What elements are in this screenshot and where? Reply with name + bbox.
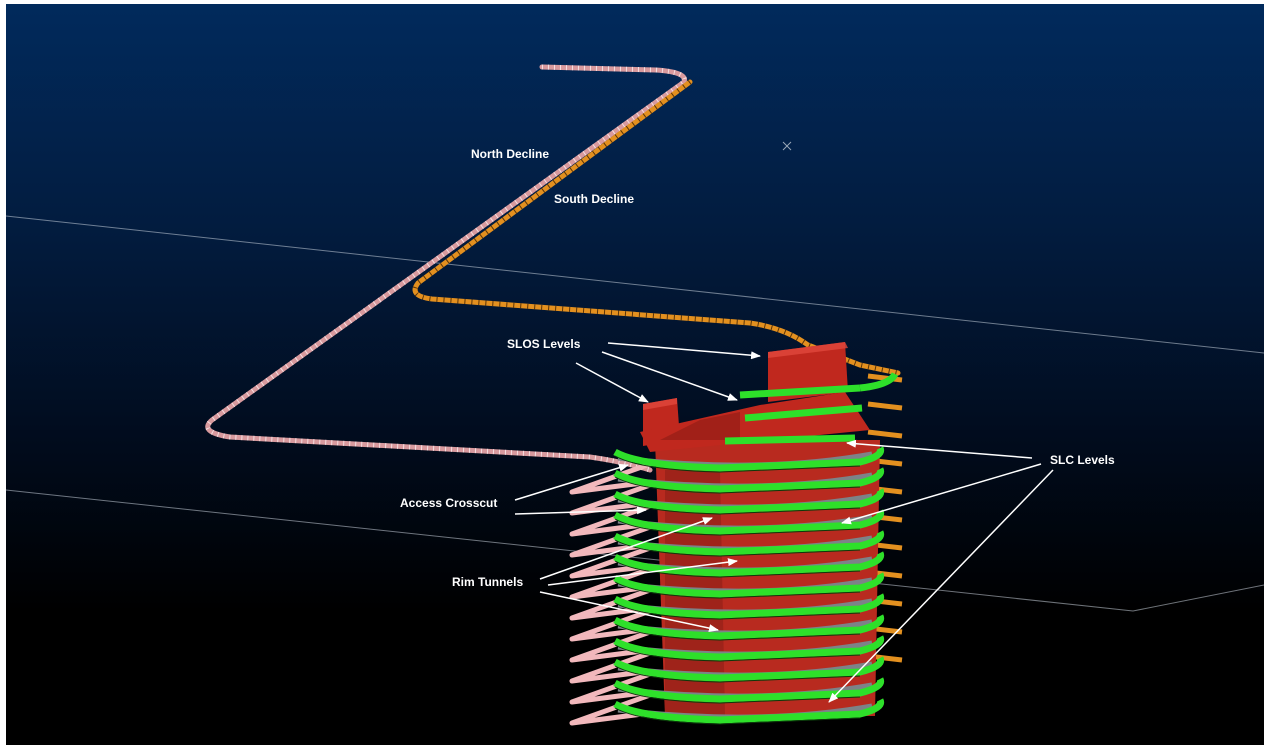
slc-ring bbox=[613, 698, 885, 725]
north-decline-label: North Decline bbox=[471, 147, 549, 161]
3d-viewport[interactable] bbox=[6, 4, 1264, 745]
north-decline[interactable] bbox=[205, 64, 687, 473]
slc-ring bbox=[613, 446, 885, 473]
access-stub bbox=[867, 373, 903, 383]
arrow-slc-2 bbox=[841, 463, 1042, 525]
access-stub bbox=[867, 401, 903, 411]
slos-levels-label: SLOS Levels bbox=[507, 337, 581, 351]
slc-ring bbox=[613, 530, 885, 557]
slc-ring bbox=[613, 467, 885, 494]
reference-line bbox=[5, 489, 1264, 612]
slc-ring bbox=[613, 614, 885, 641]
slc-levels-upper-rings bbox=[724, 372, 899, 445]
slc-ring bbox=[724, 434, 856, 445]
slc-ring bbox=[739, 384, 861, 399]
arrow-slc-1 bbox=[846, 439, 1033, 459]
annotation-arrows bbox=[514, 342, 1054, 703]
slc-ring bbox=[613, 572, 885, 599]
access-crosscut-label: Access Crosscut bbox=[400, 496, 497, 510]
arrow-slc-3 bbox=[828, 469, 1054, 703]
slc-levels-label: SLC Levels bbox=[1050, 453, 1115, 467]
access-stub bbox=[867, 429, 903, 439]
arrow-slos-2 bbox=[601, 351, 738, 401]
arrow-crosscut-2 bbox=[514, 506, 647, 515]
slc-ring bbox=[613, 593, 885, 620]
slc-ring bbox=[613, 488, 885, 515]
arrow-rim-3 bbox=[539, 591, 719, 633]
slc-ring bbox=[744, 404, 863, 422]
arrow-rim-2 bbox=[547, 558, 738, 586]
slc-ring bbox=[613, 677, 885, 704]
south-decline-label: South Decline bbox=[554, 192, 634, 206]
slc-ring bbox=[613, 656, 885, 683]
slc-ring bbox=[613, 551, 885, 578]
south-decline[interactable] bbox=[412, 79, 901, 376]
arrow-slos-1 bbox=[607, 342, 761, 360]
slc-ring bbox=[613, 635, 885, 662]
slc-ring bbox=[859, 372, 899, 392]
slc-levels-rings bbox=[613, 446, 885, 725]
cross-marker-icon bbox=[782, 141, 792, 151]
reference-lines bbox=[5, 215, 1264, 612]
arrow-slos-3 bbox=[575, 362, 649, 403]
rim-tunnels-label: Rim Tunnels bbox=[452, 575, 523, 589]
reference-line bbox=[5, 215, 1264, 354]
arrow-crosscut-1 bbox=[514, 463, 629, 501]
arrow-rim-1 bbox=[539, 517, 713, 580]
